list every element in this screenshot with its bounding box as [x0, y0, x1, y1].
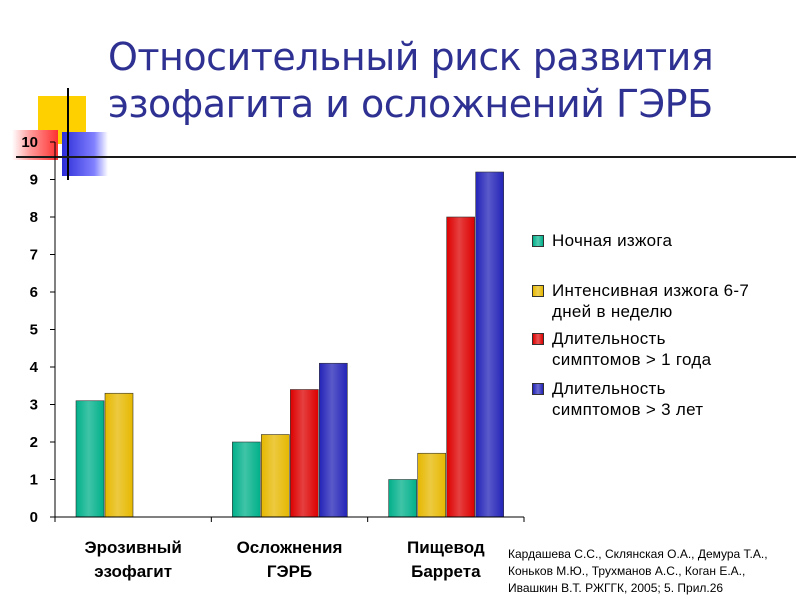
y-tick-label: 0 [30, 509, 38, 526]
page-title-line: эзофагита и осложнений ГЭРБ [108, 82, 713, 126]
legend-swatch [532, 235, 544, 247]
bar [388, 479, 417, 518]
y-tick-label: 7 [30, 247, 38, 264]
decor-vertical-line [67, 88, 69, 180]
legend-label: Ночная изжога [552, 230, 797, 251]
decor-square-red [12, 130, 58, 160]
x-category-label: Эрозивный [85, 538, 182, 557]
legend-label-line: Длительность [552, 329, 666, 348]
source-line: Кардашева С.С., Склянская О.А., Демура Т… [508, 547, 768, 561]
y-tick-label: 10 [21, 134, 38, 151]
x-category-label: эзофагит [94, 562, 172, 581]
decor-horizontal-line [16, 156, 796, 158]
bar [446, 216, 475, 518]
legend-label-line: дней в неделю [552, 302, 673, 321]
legend-label-line: симптомов > 1 года [552, 350, 712, 369]
y-tick-label: 2 [30, 434, 38, 451]
x-category-label: Баррета [411, 562, 481, 581]
legend-label-line: Интенсивная изжога 6-7 [552, 281, 750, 300]
y-tick-label: 6 [30, 284, 38, 301]
decor-square-blue [62, 132, 108, 176]
y-tick-label: 5 [30, 322, 38, 339]
bar [319, 362, 348, 518]
legend-swatch [532, 333, 544, 345]
source-line: Коньков М.Ю., Трухманов А.С., Коган Е.А.… [508, 564, 746, 578]
y-tick-label: 1 [30, 472, 38, 489]
page-title-line: Относительный риск развития [108, 35, 714, 79]
bar [290, 389, 319, 518]
bar [75, 400, 105, 518]
y-tick-label: 4 [30, 359, 39, 376]
bar [232, 441, 261, 518]
x-category-label: ГЭРБ [267, 562, 312, 581]
x-category-label: Осложнения [237, 538, 343, 557]
legend-label-line: симптомов > 3 лет [552, 400, 704, 419]
y-tick-label: 8 [30, 209, 38, 226]
bar [104, 392, 134, 518]
source-line: Ивашкин В.Т. РЖГГК, 2005; 5. Прил.26 [508, 581, 724, 595]
legend-swatch [532, 285, 544, 297]
source-citation: Кардашева С.С., Склянская О.А., Демура Т… [508, 546, 798, 597]
bar [417, 452, 446, 518]
y-tick-label: 3 [30, 397, 38, 414]
page-title: Относительный риск развития эзофагита и … [108, 34, 788, 128]
bar [475, 171, 504, 518]
x-category-label: Пищевод [407, 538, 485, 557]
legend-label: Интенсивная изжога 6-7 дней в неделю [552, 280, 797, 322]
bar [261, 434, 290, 518]
y-tick-label: 9 [30, 172, 38, 189]
legend-swatch [532, 383, 544, 395]
legend-label: Длительность симптомов > 1 года [552, 328, 797, 370]
legend-label: Длительность симптомов > 3 лет [552, 378, 797, 420]
legend-label-line: Ночная изжога [552, 231, 673, 250]
legend-label-line: Длительность [552, 379, 666, 398]
